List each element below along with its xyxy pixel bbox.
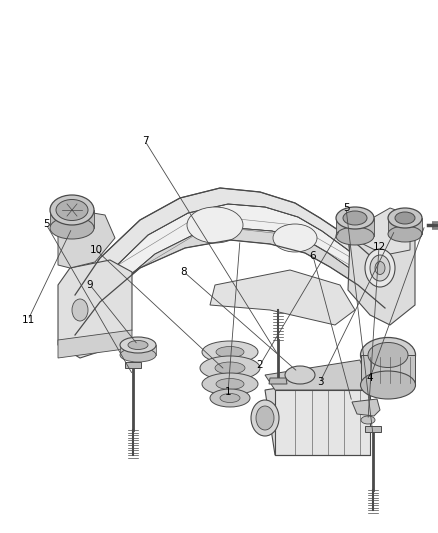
Polygon shape <box>120 345 156 355</box>
Text: 9: 9 <box>87 280 93 290</box>
Text: 3: 3 <box>317 377 323 387</box>
Ellipse shape <box>216 346 244 358</box>
Polygon shape <box>348 228 390 265</box>
Text: 12: 12 <box>372 242 385 252</box>
Polygon shape <box>275 390 370 455</box>
Text: 11: 11 <box>21 315 35 325</box>
Ellipse shape <box>56 199 88 221</box>
Ellipse shape <box>215 362 245 374</box>
Polygon shape <box>50 210 94 228</box>
Polygon shape <box>290 380 310 397</box>
Polygon shape <box>58 330 132 358</box>
Ellipse shape <box>256 406 274 430</box>
Text: 7: 7 <box>141 136 148 146</box>
Ellipse shape <box>336 207 374 229</box>
Ellipse shape <box>200 356 260 380</box>
Ellipse shape <box>72 299 88 321</box>
Text: 2: 2 <box>257 360 263 370</box>
Ellipse shape <box>295 394 305 400</box>
Polygon shape <box>85 204 380 320</box>
Polygon shape <box>265 360 370 390</box>
Text: 10: 10 <box>89 245 102 255</box>
Text: 8: 8 <box>181 267 187 277</box>
Ellipse shape <box>220 393 240 402</box>
Polygon shape <box>269 378 287 384</box>
Ellipse shape <box>375 262 385 274</box>
Text: 4: 4 <box>367 373 373 383</box>
Ellipse shape <box>216 378 244 390</box>
Polygon shape <box>75 228 385 335</box>
Ellipse shape <box>343 211 367 225</box>
Text: 5: 5 <box>42 219 49 229</box>
Polygon shape <box>336 218 374 236</box>
Ellipse shape <box>336 227 374 245</box>
Ellipse shape <box>365 249 395 287</box>
Ellipse shape <box>360 337 416 373</box>
Polygon shape <box>348 220 415 325</box>
Polygon shape <box>352 399 380 416</box>
Ellipse shape <box>370 255 390 281</box>
Polygon shape <box>58 260 132 358</box>
Polygon shape <box>388 218 422 234</box>
Ellipse shape <box>202 341 258 363</box>
Ellipse shape <box>388 208 422 228</box>
Ellipse shape <box>210 389 250 407</box>
Polygon shape <box>58 210 115 268</box>
Ellipse shape <box>128 341 148 350</box>
Polygon shape <box>355 208 410 255</box>
Ellipse shape <box>50 217 94 239</box>
Ellipse shape <box>120 337 156 353</box>
Polygon shape <box>75 188 375 310</box>
Ellipse shape <box>120 348 156 362</box>
Ellipse shape <box>395 212 415 224</box>
Text: 5: 5 <box>343 203 350 213</box>
Polygon shape <box>365 426 381 432</box>
Ellipse shape <box>50 195 94 225</box>
Ellipse shape <box>361 416 375 424</box>
Text: 6: 6 <box>310 251 316 261</box>
Ellipse shape <box>360 371 416 399</box>
Ellipse shape <box>285 366 315 384</box>
Ellipse shape <box>273 224 317 252</box>
Ellipse shape <box>388 226 422 242</box>
Text: 1: 1 <box>225 387 231 397</box>
Polygon shape <box>125 362 141 368</box>
Polygon shape <box>210 270 355 325</box>
Ellipse shape <box>202 373 258 395</box>
Ellipse shape <box>251 400 279 436</box>
Ellipse shape <box>187 207 243 243</box>
Ellipse shape <box>368 343 408 367</box>
Polygon shape <box>265 375 370 455</box>
Polygon shape <box>361 355 415 385</box>
